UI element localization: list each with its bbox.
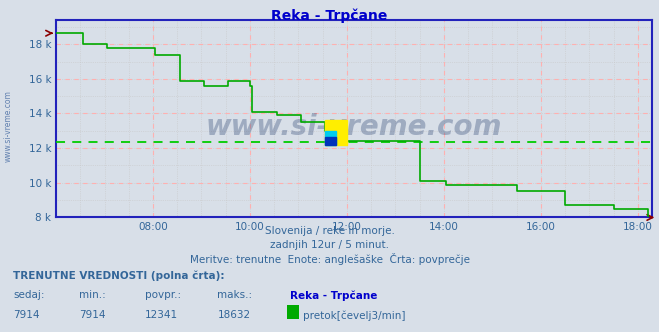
Text: maks.:: maks.:	[217, 290, 252, 300]
Text: Slovenija / reke in morje.: Slovenija / reke in morje.	[264, 226, 395, 236]
Bar	[325, 131, 336, 145]
Text: www.si-vreme.com: www.si-vreme.com	[206, 113, 502, 140]
Text: Reka - Trpčane: Reka - Trpčane	[290, 290, 378, 301]
Text: www.si-vreme.com: www.si-vreme.com	[3, 90, 13, 162]
Bar	[325, 121, 347, 145]
Text: sedaj:: sedaj:	[13, 290, 45, 300]
Text: Meritve: trenutne  Enote: anglešaške  Črta: povprečje: Meritve: trenutne Enote: anglešaške Črta…	[190, 253, 469, 265]
Text: zadnjih 12ur / 5 minut.: zadnjih 12ur / 5 minut.	[270, 240, 389, 250]
Text: 7914: 7914	[79, 310, 105, 320]
Bar	[325, 137, 336, 145]
Text: 12341: 12341	[145, 310, 178, 320]
Text: 7914: 7914	[13, 310, 40, 320]
Text: TRENUTNE VREDNOSTI (polna črta):: TRENUTNE VREDNOSTI (polna črta):	[13, 271, 225, 281]
Text: Reka - Trpčane: Reka - Trpčane	[272, 8, 387, 23]
Text: pretok[čevelj3/min]: pretok[čevelj3/min]	[303, 310, 406, 321]
Text: min.:: min.:	[79, 290, 106, 300]
Text: 18632: 18632	[217, 310, 250, 320]
Text: povpr.:: povpr.:	[145, 290, 181, 300]
